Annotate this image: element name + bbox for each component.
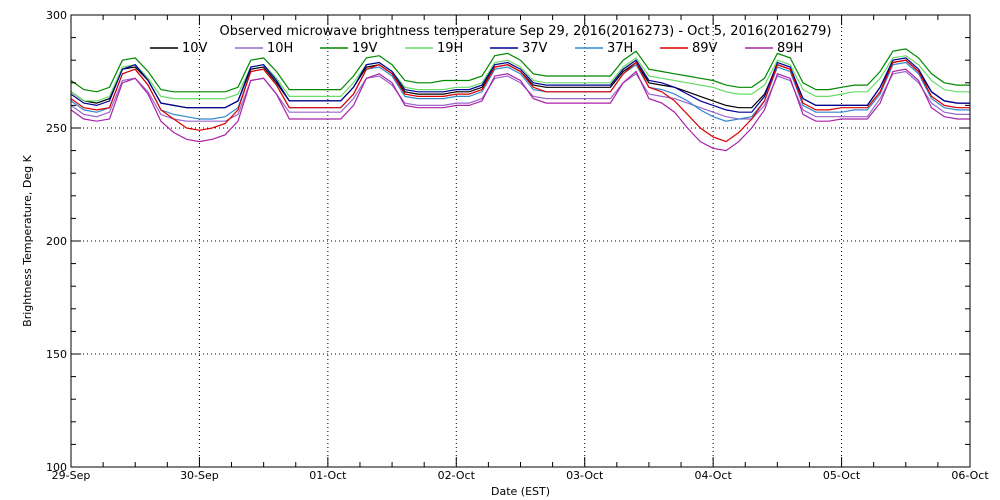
legend-label: 37V xyxy=(522,41,548,56)
y-tick-label: 200 xyxy=(46,235,67,248)
y-tick-label: 150 xyxy=(46,348,67,361)
x-tick-label: 05-Oct xyxy=(823,469,861,482)
legend-item-89h: 89H xyxy=(745,41,803,56)
series-line-19h xyxy=(70,55,970,102)
x-tick-label: 03-Oct xyxy=(566,469,604,482)
x-tick-label: 04-Oct xyxy=(694,469,732,482)
ticks: 100 150 200 250 300 29-Sep 30-Sep 01-Oct 02-Oct 0… xyxy=(46,9,989,482)
x-axis-label: Date (EST) xyxy=(491,485,550,498)
series-line-37h xyxy=(70,61,970,122)
legend-item-37h: 37H xyxy=(575,41,633,56)
x-tick-label: 30-Sep xyxy=(180,469,219,482)
legend-label: 19V xyxy=(352,41,378,56)
x-tick-label: 01-Oct xyxy=(309,469,347,482)
series-layer xyxy=(70,48,970,152)
legend-label: 10V xyxy=(182,41,208,56)
y-axis-label: Brightness Temperature, Deg K xyxy=(21,154,34,326)
legend-label: 19H xyxy=(437,41,463,56)
grid xyxy=(71,15,970,467)
legend-item-10v: 10V xyxy=(150,41,208,56)
legend-label: 10H xyxy=(267,41,293,56)
y-tick-label: 250 xyxy=(46,122,67,135)
y-tick-label: 100 xyxy=(46,461,67,474)
y-tick-label: 300 xyxy=(46,9,67,22)
legend-item-19h: 19H xyxy=(405,41,463,56)
series-line-89h xyxy=(70,68,970,152)
x-tick-label: 29-Sep xyxy=(52,469,91,482)
legend-label: 89H xyxy=(777,41,803,56)
series-line-89v xyxy=(70,59,970,143)
series-line-37v xyxy=(70,57,970,113)
x-tick-label: 06-Oct xyxy=(951,469,989,482)
legend-item-19v: 19V xyxy=(320,41,378,56)
series-line-10h xyxy=(70,70,970,122)
chart-title: Observed microwave brightness temperatur… xyxy=(220,24,832,39)
legend-item-37v: 37V xyxy=(490,41,548,56)
x-tick-label: 02-Oct xyxy=(438,469,476,482)
legend-label: 89V xyxy=(692,41,718,56)
series-line-19v xyxy=(70,48,970,93)
legend-label: 37H xyxy=(607,41,633,56)
legend: 10V 10H 19V 19H 37V 37H 89V 89H xyxy=(150,41,803,56)
legend-item-10h: 10H xyxy=(235,41,293,56)
legend-item-89v: 89V xyxy=(660,41,718,56)
